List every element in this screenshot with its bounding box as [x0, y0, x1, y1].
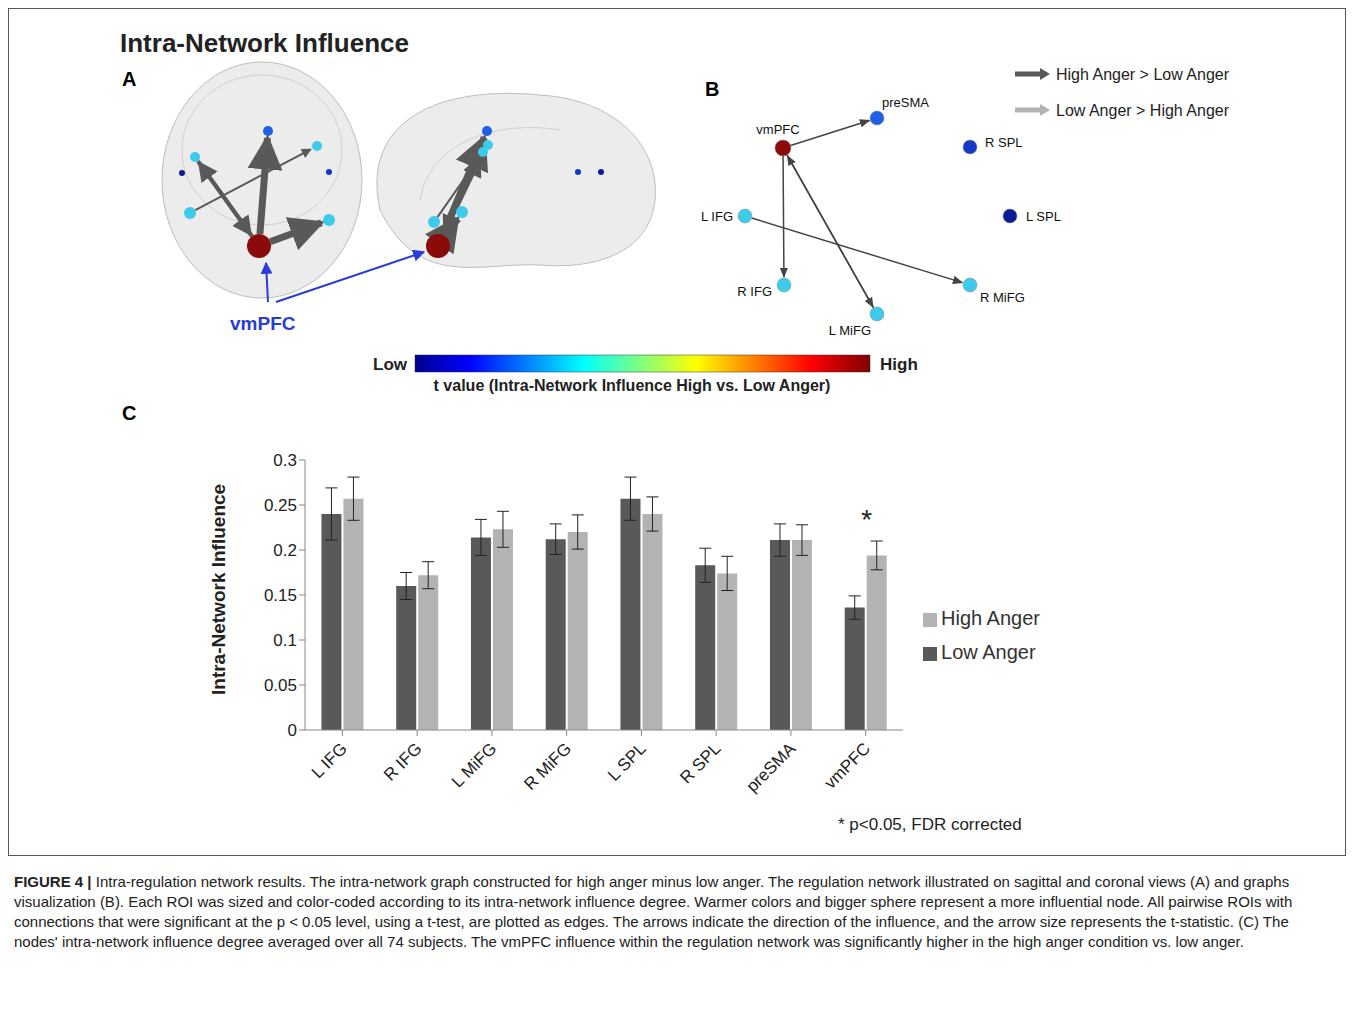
- svg-text:t value (Intra-Network Influen: t value (Intra-Network Influence High vs…: [434, 377, 831, 394]
- svg-text:vmPFC: vmPFC: [230, 313, 296, 334]
- html-text:FIGURE 4 | Intra-regulation ne: FIGURE 4 | Intra-regulation network resu…: [14, 873, 1293, 950]
- svg-text:vmPFC: vmPFC: [821, 739, 875, 793]
- svg-text:preSMA: preSMA: [743, 739, 800, 796]
- svg-text:R SPL: R SPL: [985, 135, 1023, 150]
- svg-text:R SPL: R SPL: [676, 739, 724, 787]
- svg-text:0.1: 0.1: [273, 631, 297, 650]
- svg-text:R IFG: R IFG: [380, 739, 425, 784]
- svg-text:*: *: [861, 504, 872, 535]
- svg-text:0.05: 0.05: [264, 676, 297, 695]
- html-text:B: B: [705, 78, 720, 100]
- svg-text:0: 0: [288, 721, 297, 740]
- html-text:High Anger: High Anger: [941, 607, 1040, 629]
- svg-text:High: High: [880, 355, 918, 374]
- svg-text:Low Anger > High Anger: Low Anger > High Anger: [1056, 102, 1230, 119]
- svg-text:L SPL: L SPL: [1026, 209, 1061, 224]
- svg-text:L MiFG: L MiFG: [448, 739, 500, 791]
- svg-text:R IFG: R IFG: [737, 284, 772, 299]
- html-text:Low Anger: Low Anger: [941, 641, 1036, 663]
- html-text:C: C: [122, 402, 137, 424]
- svg-text:0.15: 0.15: [264, 586, 297, 605]
- svg-text:R MiFG: R MiFG: [980, 290, 1025, 305]
- svg-text:L MiFG: L MiFG: [829, 323, 871, 338]
- svg-text:High Anger > Low Anger: High Anger > Low Anger: [1056, 66, 1230, 83]
- html-text:* p<0.05, FDR corrected: * p<0.05, FDR corrected: [838, 815, 1022, 834]
- svg-text:R MiFG: R MiFG: [520, 739, 575, 794]
- svg-text:L IFG: L IFG: [701, 209, 733, 224]
- svg-text:0.2: 0.2: [273, 541, 297, 560]
- svg-text:Low: Low: [373, 355, 408, 374]
- html-text:Intra-Network Influence: Intra-Network Influence: [120, 28, 409, 58]
- svg-text:0.25: 0.25: [264, 496, 297, 515]
- html-text:A: A: [122, 68, 137, 90]
- svg-text:Intra-Network Influence: Intra-Network Influence: [208, 484, 229, 695]
- svg-text:L SPL: L SPL: [604, 739, 650, 785]
- svg-text:L IFG: L IFG: [308, 739, 351, 782]
- svg-text:preSMA: preSMA: [882, 95, 929, 110]
- svg-text:0.3: 0.3: [273, 451, 297, 470]
- svg-text:vmPFC: vmPFC: [756, 122, 799, 137]
